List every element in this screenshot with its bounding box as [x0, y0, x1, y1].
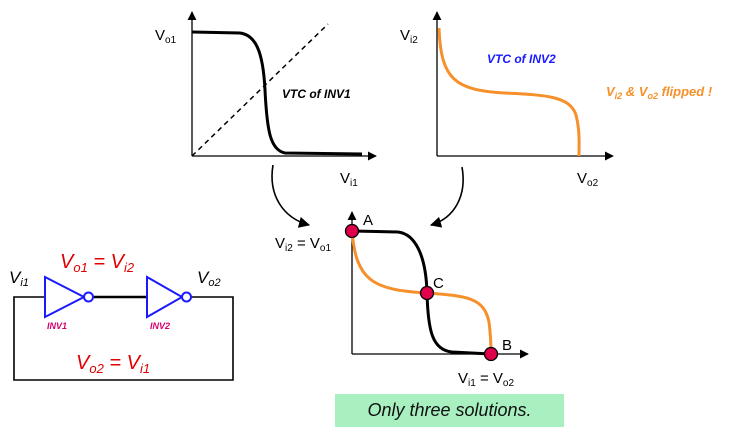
equation-top: Vo1 = Vi2 [60, 251, 135, 275]
graph2-vtc-curve [437, 27, 581, 157]
solution-point-a [344, 223, 360, 239]
graph2-curve-label: VTC of INV2 [487, 52, 556, 66]
caption-text: Only three solutions. [367, 400, 532, 420]
feedback-wire [13, 296, 234, 381]
graph1-unity-line [191, 23, 329, 157]
graph-inv1: Vo1 Vi1 VTC of INV1 [155, 11, 377, 189]
graph3-x-label: Vi1 = Vo2 [458, 370, 514, 389]
inverter-loop-circuit: INV1 INV2 Vi1 Vo2 Vo1 = Vi2 Vo2 = Vi1 [9, 251, 234, 381]
graph2-y-label: Vi2 [400, 27, 418, 46]
inverter-2-bubble [181, 291, 192, 303]
caption-box: Only three solutions. [335, 394, 564, 427]
inverter-1-bubble [83, 291, 94, 303]
graph3-vtc2-curve [350, 230, 493, 355]
input-label: Vi1 [9, 268, 29, 289]
graph1-curve-label: VTC of INV1 [282, 87, 351, 101]
graph-combined: A C B Vi2 = Vo1 Vi1 = Vo2 [275, 211, 529, 389]
point-b-label: B [502, 337, 512, 354]
graph1-x-label: Vi1 [340, 170, 358, 189]
graph1-vtc-curve [191, 30, 363, 156]
solution-point-c [419, 285, 435, 301]
inv2-label: INV2 [150, 321, 170, 331]
flipped-note: Vi2 & Vo2 flipped ! [606, 84, 713, 101]
arrow-from-graph1 [271, 164, 311, 228]
graph1-y-label: Vo1 [155, 27, 177, 46]
output-label: Vo2 [197, 268, 221, 289]
equation-bottom: Vo2 = Vi1 [76, 352, 150, 376]
graph3-y-label: Vi2 = Vo1 [275, 235, 331, 254]
graph-inv2: Vi2 Vo2 VTC of INV2 Vi2 & Vo2 flipped ! [400, 11, 713, 189]
arrow-from-graph2 [429, 166, 464, 228]
point-c-label: C [433, 275, 444, 292]
inverter-1-symbol [44, 275, 87, 319]
solution-point-b [483, 346, 499, 362]
point-a-label: A [363, 212, 373, 229]
inv1-label: INV1 [47, 321, 67, 331]
graph2-x-label: Vo2 [577, 170, 599, 189]
inverter-2-symbol [146, 275, 185, 319]
